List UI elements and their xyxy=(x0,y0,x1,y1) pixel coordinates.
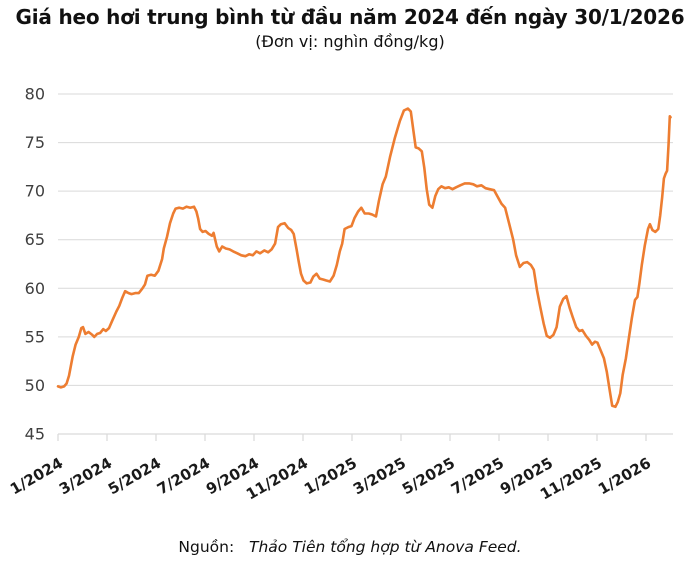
y-axis-tick-label: 65 xyxy=(25,230,45,249)
x-axis-tick-label: 3/2025 xyxy=(350,454,409,498)
x-axis-tick-label: 1/2024 xyxy=(7,454,66,498)
x-axis-tick-label: 3/2024 xyxy=(56,454,115,498)
x-axis-tick-label: 1/2026 xyxy=(595,454,654,498)
y-axis-tick-label: 50 xyxy=(25,376,45,395)
chart-title: Giá heo hơi trung bình từ đầu năm 2024 đ… xyxy=(15,5,685,29)
y-axis-tick-label: 60 xyxy=(25,279,45,298)
source-text: Thảo Tiên tổng hợp từ Anova Feed. xyxy=(249,538,522,556)
x-axis-tick-label: 7/2024 xyxy=(154,454,213,498)
source-label: Nguồn: xyxy=(178,538,235,556)
chart-subtitle: (Đơn vị: nghìn đồng/kg) xyxy=(255,32,445,51)
y-axis-tick-label: 55 xyxy=(25,327,45,346)
x-axis-tick-label: 1/2025 xyxy=(301,454,360,498)
chart-header: Giá heo hơi trung bình từ đầu năm 2024 đ… xyxy=(0,5,700,52)
x-axis-tick-label: 7/2025 xyxy=(448,454,507,498)
x-axis-tick-label: 5/2025 xyxy=(399,454,458,498)
y-axis-tick-label: 45 xyxy=(25,425,45,444)
source-line: Nguồn: Thảo Tiên tổng hợp từ Anova Feed. xyxy=(0,538,700,556)
y-axis-tick-label: 75 xyxy=(25,133,45,152)
price-series-line xyxy=(56,107,672,409)
y-axis-tick-label: 70 xyxy=(25,182,45,201)
y-axis-tick-label: 80 xyxy=(25,85,45,104)
x-axis-tick-label: 5/2024 xyxy=(105,454,164,498)
